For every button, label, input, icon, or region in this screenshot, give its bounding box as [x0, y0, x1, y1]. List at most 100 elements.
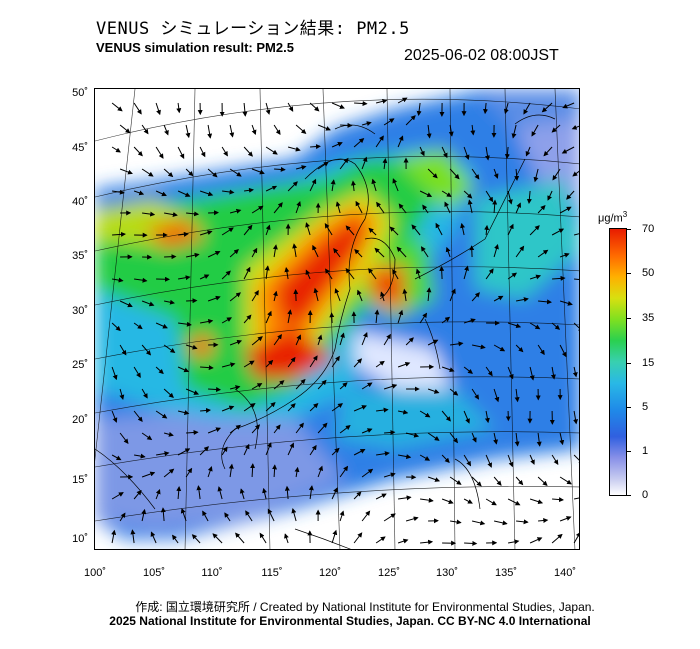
wind-arrow — [449, 388, 459, 396]
y-tick-label: 50˚ — [72, 87, 88, 99]
wind-arrow — [267, 508, 275, 522]
wind-arrow — [559, 300, 573, 306]
wind-arrow — [119, 512, 126, 522]
pm25-map[interactable] — [94, 88, 580, 550]
wind-arrow — [287, 309, 293, 324]
wind-arrow — [295, 165, 307, 170]
wind-arrow — [133, 489, 142, 500]
wind-arrow — [559, 476, 572, 485]
wind-arrow — [419, 454, 431, 461]
wind-arrow — [287, 356, 296, 368]
wind-arrow — [420, 497, 434, 503]
wind-arrow — [265, 185, 278, 192]
wind-arrow — [405, 337, 414, 346]
wind-arrow — [380, 291, 385, 302]
wind-arrow — [251, 205, 264, 214]
wind-arrow — [331, 102, 345, 109]
wind-arrow — [339, 424, 351, 434]
wind-arrow — [186, 429, 199, 435]
colorbar-tick-mark — [627, 495, 631, 496]
wind-arrow — [244, 187, 254, 193]
wind-arrow — [287, 181, 298, 192]
wind-arrow — [284, 485, 290, 500]
wind-arrow — [537, 344, 545, 356]
wind-arrow — [508, 539, 520, 545]
copyright-line: 2025 National Institute for Environmenta… — [109, 614, 591, 628]
wind-arrow — [529, 537, 543, 544]
wind-arrow — [273, 124, 281, 136]
wind-arrow — [265, 102, 271, 115]
wind-arrow — [533, 168, 539, 183]
wind-arrow — [150, 531, 157, 544]
wind-arrow — [119, 432, 129, 444]
x-tick-label: 105˚ — [142, 567, 166, 579]
wind-arrow — [427, 432, 440, 441]
wind-arrow — [207, 427, 222, 434]
wind-arrow — [177, 146, 185, 159]
wind-arrow — [398, 495, 412, 501]
wind-arrow — [350, 180, 356, 192]
wind-arrow — [185, 388, 200, 395]
wind-arrow — [514, 388, 520, 403]
wind-arrow — [375, 360, 385, 368]
wind-arrow — [574, 278, 579, 280]
wind-arrow — [133, 322, 143, 330]
wind-arrow — [199, 146, 206, 158]
credit-line: 作成: 国立環境研究所 / Created by National Instit… — [135, 600, 595, 614]
wind-arrow — [229, 339, 243, 346]
wind-arrow — [134, 453, 146, 459]
wind-arrow — [397, 538, 409, 544]
wind-arrow — [305, 222, 311, 236]
wind-arrow — [384, 430, 396, 436]
wind-arrow — [419, 146, 425, 157]
wind-arrow — [507, 498, 521, 506]
wind-arrow — [251, 290, 259, 302]
wind-arrow — [397, 97, 408, 104]
wind-arrow — [163, 431, 174, 437]
wind-arrow — [325, 268, 333, 280]
wind-arrow — [291, 508, 297, 522]
wind-arrow — [538, 299, 552, 305]
wind-arrow — [141, 124, 149, 135]
colorbar-tick-label: 1 — [642, 445, 649, 457]
wind-arrow — [571, 124, 579, 130]
wind-arrow — [284, 533, 289, 544]
colorbar-tick-label: 35 — [642, 312, 655, 324]
wind-arrow — [243, 224, 253, 236]
wind-arrow — [573, 322, 579, 332]
wind-arrow — [550, 366, 556, 380]
wind-arrow — [295, 334, 302, 346]
wind-arrow — [242, 102, 248, 117]
wind-arrow — [295, 201, 301, 214]
wind-arrow — [463, 318, 476, 324]
wind-arrow — [177, 190, 191, 197]
wind-arrow — [411, 224, 421, 236]
wind-arrow — [251, 383, 263, 390]
wind-arrow — [551, 124, 561, 133]
wind-arrow — [485, 146, 490, 161]
wind-arrow — [207, 124, 213, 139]
colorbar-tick-label: 5 — [642, 401, 649, 413]
wind-arrow — [265, 359, 274, 368]
wind-arrow — [559, 432, 565, 446]
wind-arrow — [361, 156, 368, 170]
wind-arrow — [177, 366, 190, 373]
wind-arrow — [529, 366, 535, 381]
wind-arrow — [133, 410, 143, 422]
wind-arrow — [551, 228, 565, 236]
wind-arrow — [264, 265, 270, 280]
wind-arrow — [111, 454, 122, 461]
wind-arrow — [273, 333, 282, 346]
wind-arrow — [199, 274, 210, 280]
wind-arrow — [141, 300, 155, 307]
wind-arrow — [221, 405, 235, 412]
wind-arrow — [212, 533, 223, 544]
wind-arrow — [180, 508, 187, 522]
wind-arrow — [467, 199, 473, 214]
wind-arrow — [155, 146, 164, 159]
wind-arrow — [515, 344, 524, 353]
wind-arrow — [331, 355, 340, 368]
wind-arrow — [185, 344, 198, 350]
wind-arrow — [251, 424, 261, 434]
wind-arrow — [552, 497, 564, 503]
